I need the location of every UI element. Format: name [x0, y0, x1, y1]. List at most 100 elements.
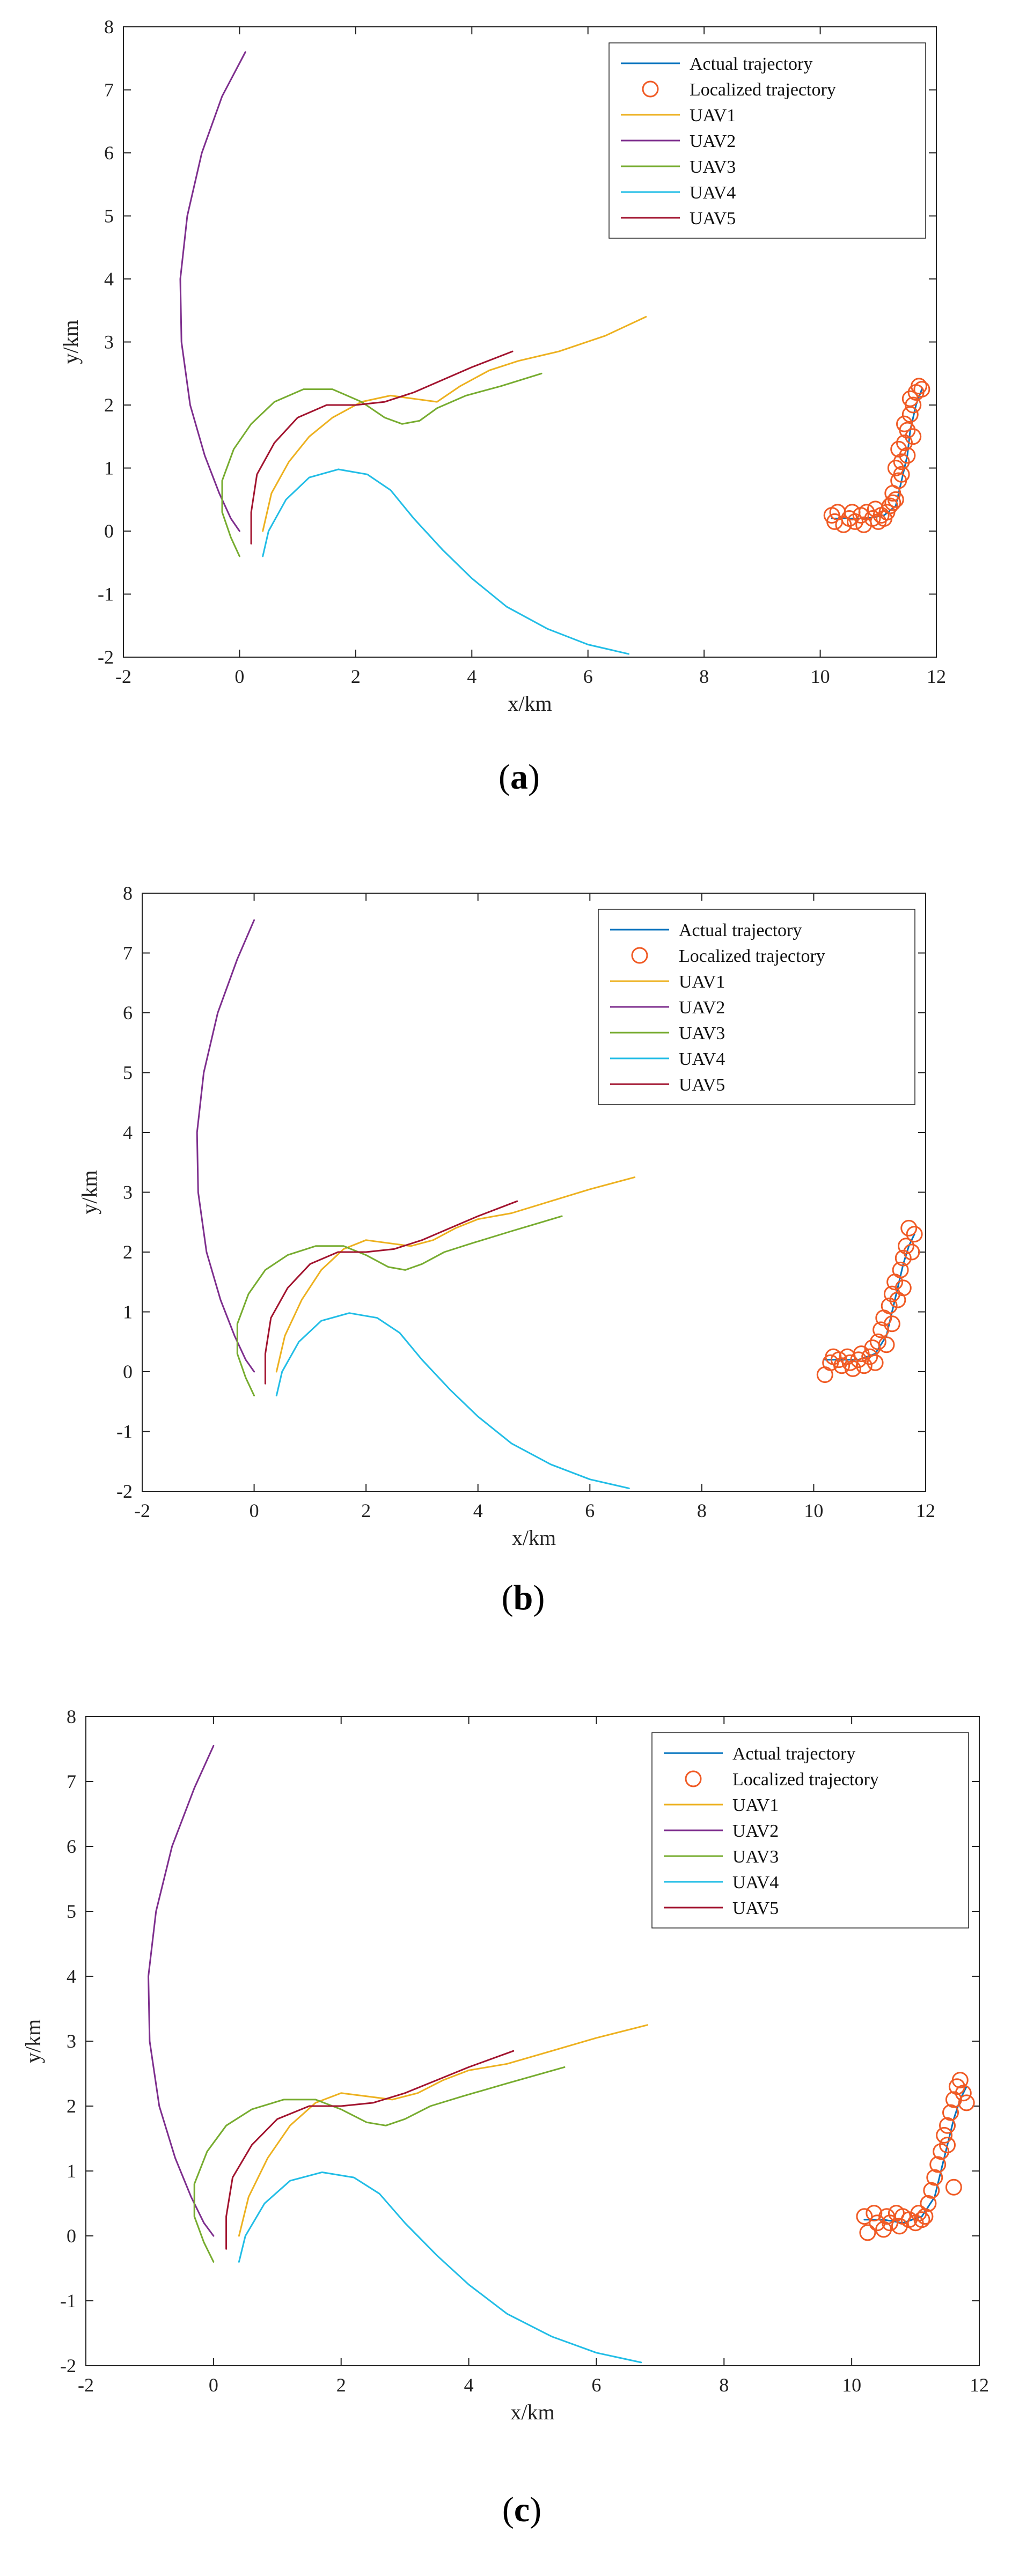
- localized-point: [913, 381, 930, 398]
- legend: Actual trajectory Localized trajectory U…: [651, 1732, 969, 1929]
- y-tick-label: 4: [104, 268, 114, 290]
- localized-point: [890, 440, 907, 458]
- legend-swatch-localized: [642, 80, 659, 98]
- legend-label-actual: Actual trajectory: [690, 54, 812, 74]
- caption-open: (: [502, 1578, 514, 1617]
- y-axis-ticks: -2 -1 0 1 2 3 4 5 6 7 8: [116, 882, 133, 1502]
- y-tick-label: 5: [104, 205, 114, 227]
- localized-point: [945, 2178, 962, 2196]
- localized-point: [881, 497, 898, 514]
- y-tick-label: 1: [67, 2160, 76, 2182]
- x-tick-label: -2: [134, 1500, 150, 1521]
- x-tick-label: 4: [473, 1500, 483, 1521]
- x-tick-label: 8: [699, 666, 709, 687]
- localized-point: [958, 2094, 975, 2111]
- y-tick-label: 5: [123, 1062, 133, 1084]
- localized-point: [933, 2143, 950, 2160]
- x-axis-label: x/km: [512, 1526, 556, 1550]
- y-tick-label: 7: [123, 943, 133, 964]
- series-line-uav3: [236, 1215, 563, 1397]
- panel-a: -2 0 2 4 6 8 10 12 -2 -1 0 1 2 3 4 5 6 7…: [58, 16, 946, 797]
- legend-swatches: [621, 62, 680, 219]
- localized-point: [893, 466, 910, 483]
- series-line-uav4: [262, 468, 629, 655]
- x-tick-label: -2: [78, 2374, 94, 2396]
- y-tick-label: 7: [67, 1771, 76, 1792]
- localized-point: [855, 1357, 873, 1374]
- y-axis-ticks: -2 -1 0 1 2 3 4 5 6 7 8: [60, 1706, 76, 2376]
- localized-point: [895, 1249, 912, 1267]
- legend-label-uav3: UAV3: [690, 157, 736, 177]
- y-tick-label: 3: [67, 2030, 76, 2052]
- series-line-uav5: [264, 1200, 518, 1385]
- x-tick-label: 2: [361, 1500, 371, 1521]
- localized-point: [951, 2072, 969, 2089]
- y-tick-label: 8: [67, 1706, 76, 1727]
- y-tick-label: 6: [104, 142, 114, 164]
- legend-swatches: [664, 1752, 723, 1909]
- series-line-uav4: [238, 2171, 642, 2364]
- y-axis-ticks: -2 -1 0 1 2 3 4 5 6 7 8: [98, 16, 114, 668]
- caption-open: (: [498, 757, 510, 797]
- legend-label-actual: Actual trajectory: [732, 1744, 855, 1764]
- localized-point: [955, 2085, 972, 2102]
- y-tick-label: 1: [104, 458, 114, 479]
- y-tick-label: 7: [104, 79, 114, 101]
- y-axis-label: y/km: [21, 2019, 45, 2063]
- x-tick-label: 2: [336, 2374, 346, 2396]
- series-line-uav5: [250, 350, 514, 544]
- localized-point: [936, 2126, 953, 2144]
- localized-point: [926, 2169, 943, 2186]
- legend-label-localized: Localized trajectory: [679, 946, 825, 966]
- y-tick-label: 2: [123, 1241, 133, 1263]
- legend-label-actual: Actual trajectory: [679, 921, 802, 940]
- y-tick-label: 0: [104, 520, 114, 542]
- localized-point: [856, 2208, 873, 2225]
- x-tick-label: 4: [467, 666, 476, 687]
- y-tick-label: 8: [104, 16, 114, 38]
- y-tick-label: 0: [123, 1361, 133, 1382]
- legend-label-uav4: UAV4: [690, 183, 736, 203]
- x-tick-label: 12: [916, 1500, 935, 1521]
- series-line-uav5: [225, 2050, 515, 2250]
- localized-point: [881, 1297, 898, 1314]
- x-axis-ticks: -2 0 2 4 6 8 10 12: [115, 666, 946, 687]
- x-tick-label: 6: [585, 1500, 595, 1521]
- x-tick-label: -2: [115, 666, 131, 687]
- caption-close: ): [533, 1578, 545, 1617]
- legend-label-uav2: UAV2: [732, 1821, 779, 1841]
- series-line-uav3: [193, 2066, 566, 2263]
- localized-point: [895, 1279, 912, 1297]
- legend-label-uav3: UAV3: [732, 1847, 779, 1867]
- localized-point: [942, 2104, 959, 2121]
- legend-swatch-localized: [685, 1770, 702, 1787]
- localized-point: [875, 2221, 892, 2238]
- localized-point: [917, 2208, 934, 2225]
- localized-point: [896, 435, 913, 451]
- y-tick-label: 6: [67, 1836, 76, 1857]
- caption-close: ): [530, 2490, 541, 2529]
- localized-point: [835, 516, 852, 533]
- x-axis-ticks: -2 0 2 4 6 8 10 12: [78, 2374, 989, 2396]
- legend: Actual trajectory Localized trajectory U…: [609, 42, 926, 239]
- localized-point: [939, 2117, 956, 2134]
- localized-point: [847, 513, 863, 530]
- localized-point: [911, 378, 927, 395]
- x-axis-ticks: -2 0 2 4 6 8 10 12: [134, 1500, 935, 1521]
- legend-label-uav3: UAV3: [679, 1024, 725, 1043]
- y-tick-label: 6: [123, 1002, 133, 1024]
- legend: Actual trajectory Localized trajectory U…: [598, 909, 915, 1105]
- y-axis-label: y/km: [58, 320, 83, 364]
- y-tick-label: 8: [123, 882, 133, 904]
- y-axis-label: y/km: [77, 1170, 101, 1214]
- localized-point: [899, 447, 916, 464]
- panel-b: -2 0 2 4 6 8 10 12 -2 -1 0 1 2 3 4 5 6 7…: [77, 882, 935, 1617]
- localized-point: [906, 1226, 923, 1243]
- y-tick-label: 5: [67, 1901, 76, 1922]
- localized-point: [929, 2156, 947, 2173]
- panel-c: -2 0 2 4 6 8 10 12 -2 -1 0 1 2 3 4 5 6 7…: [21, 1706, 989, 2529]
- localized-point: [883, 1315, 900, 1333]
- y-tick-label: 3: [104, 332, 114, 353]
- x-tick-label: 6: [583, 666, 593, 687]
